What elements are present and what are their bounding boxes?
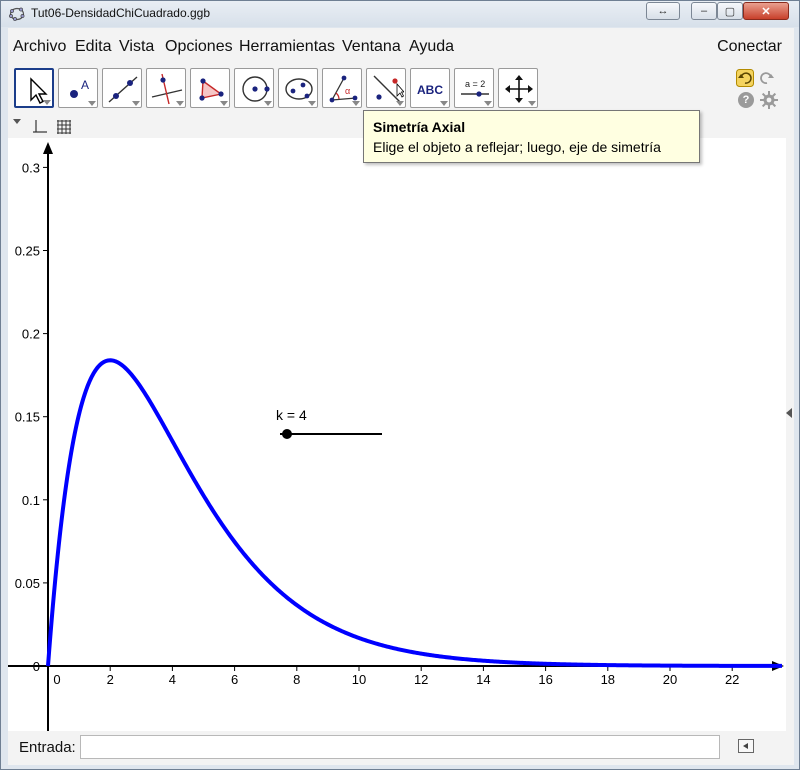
circle-tool-button[interactable]: [234, 68, 274, 108]
slider-knob: [282, 429, 292, 439]
x-tick-label: 2: [107, 672, 114, 687]
text-tool-label: ABC: [417, 83, 443, 97]
toolbar: A: [8, 64, 794, 116]
close-button[interactable]: ✕: [743, 2, 789, 20]
expand-panel-icon[interactable]: [786, 408, 792, 418]
polygon-icon: [199, 78, 224, 101]
y-tick-label: 0: [33, 659, 40, 674]
y-tick-label: 0.3: [22, 160, 40, 175]
window-title: Tut06-DensidadChiCuadrado.ggb: [31, 6, 211, 20]
svg-text:α: α: [345, 86, 350, 96]
gear-icon[interactable]: [760, 91, 778, 109]
x-tick-label: 22: [725, 672, 739, 687]
point-icon: A: [70, 78, 89, 98]
swap-view-button[interactable]: ↔: [646, 2, 680, 20]
conic-tool-button[interactable]: [278, 68, 318, 108]
show-axes-icon[interactable]: [32, 119, 48, 135]
density-curve: [46, 358, 783, 668]
tooltip-description: Elige el objeto a reflejar; luego, eje d…: [373, 139, 661, 155]
undo-icon[interactable]: [736, 69, 754, 87]
move-arrows-icon: [505, 75, 533, 103]
help-icon[interactable]: ?: [738, 92, 754, 108]
menu-vista[interactable]: Vista: [119, 38, 155, 55]
text-tool-button[interactable]: ABC: [410, 68, 450, 108]
x-tick-label: 12: [414, 672, 428, 687]
input-label: Entrada:: [19, 739, 76, 756]
minimize-button[interactable]: –: [691, 2, 717, 20]
angle-icon: α: [329, 75, 358, 103]
menu-bar: Archivo Edita Vista Opciones Herramienta…: [8, 28, 794, 64]
menu-archivo[interactable]: Archivo: [13, 38, 67, 55]
graphics-view[interactable]: 0 2 4 6 8 10 12 14 16 18 20 22 0 0.05 0.1 0.15 0.2 0.25 0.…: [8, 138, 786, 731]
x-tick-label: 14: [476, 672, 490, 687]
move-tool-button[interactable]: [14, 68, 54, 108]
y-tick-label: 0.15: [15, 410, 40, 425]
side-panel-handle[interactable]: [786, 138, 794, 731]
slider-label: k = 4: [276, 407, 307, 423]
tool-tooltip: Simetría Axial Elige el objeto a refleja…: [363, 110, 700, 163]
y-tick-label: 0.05: [15, 576, 40, 591]
point-tool-button[interactable]: A: [58, 68, 98, 108]
menu-edita[interactable]: Edita: [75, 38, 112, 55]
x-tick-label: 18: [601, 672, 615, 687]
angle-tool-button[interactable]: α: [322, 68, 362, 108]
slider-tool-label: a = 2: [465, 79, 485, 89]
show-grid-icon[interactable]: [56, 119, 72, 135]
x-tick-label: 16: [538, 672, 552, 687]
density-plot: 0 2 4 6 8 10 12 14 16 18 20 22 0 0.05 0.1 0.15 0.2 0.25 0.…: [8, 142, 784, 731]
x-tick-label: 6: [231, 672, 238, 687]
maximize-button[interactable]: ▢: [717, 2, 743, 20]
x-tick-label: 10: [352, 672, 366, 687]
svg-text:A: A: [81, 78, 89, 92]
slider-tool-button[interactable]: a = 2: [454, 68, 494, 108]
stylebar-toggle-icon[interactable]: [13, 119, 21, 124]
arrow-cursor-icon: [30, 77, 48, 104]
y-tick-label: 0.25: [15, 244, 40, 259]
perpendicular-tool-button[interactable]: [146, 68, 186, 108]
tooltip-title: Simetría Axial: [373, 119, 466, 135]
polygon-tool-button[interactable]: [190, 68, 230, 108]
input-field[interactable]: [80, 735, 720, 759]
y-tick-label: 0.2: [22, 327, 40, 342]
connect-button[interactable]: Conectar: [717, 38, 782, 55]
menu-herramientas[interactable]: Herramientas: [239, 38, 336, 55]
text-abc-icon: ABC: [417, 83, 443, 97]
slider-icon: a = 2: [461, 79, 489, 97]
ellipse-icon: [285, 78, 313, 100]
y-tick-label: 0.1: [22, 493, 40, 508]
title-bar: Tut06-DensidadChiCuadrado.ggb ↔ – ▢ ✕: [1, 1, 799, 27]
menu-ventana[interactable]: Ventana: [342, 38, 401, 55]
input-help-icon[interactable]: [738, 739, 754, 753]
menu-ayuda[interactable]: Ayuda: [409, 38, 455, 55]
circle-icon: [242, 76, 270, 102]
input-bar: Entrada:: [8, 731, 794, 765]
x-tick-label: 8: [293, 672, 300, 687]
x-tick-label: 4: [169, 672, 176, 687]
perpendicular-icon: [151, 73, 183, 105]
reflect-line-icon: [373, 75, 404, 103]
x-tick-label: 0: [53, 672, 60, 687]
line-icon: [108, 76, 138, 103]
reflect-tool-button[interactable]: [366, 68, 406, 108]
redo-icon[interactable]: [758, 69, 776, 87]
geogebra-logo-icon: [9, 7, 25, 21]
line-tool-button[interactable]: [102, 68, 142, 108]
y-axis-arrow: [43, 142, 53, 154]
menu-opciones[interactable]: Opciones: [165, 38, 233, 55]
x-tick-label: 20: [663, 672, 677, 687]
move-view-tool-button[interactable]: [498, 68, 538, 108]
